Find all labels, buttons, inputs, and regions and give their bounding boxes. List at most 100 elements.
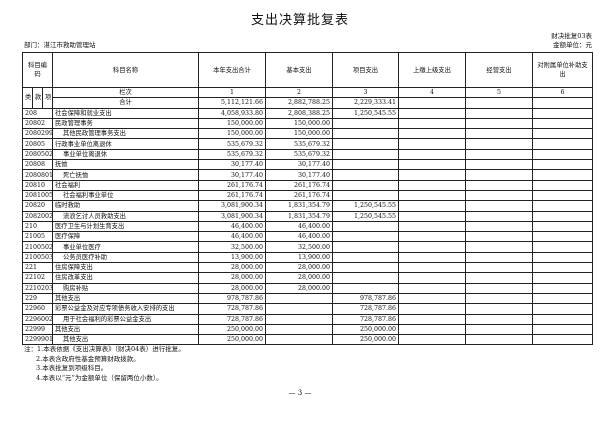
row-name: 医疗卫生与计划生育支出: [52, 220, 199, 233]
row-project: 728,787.86: [332, 303, 399, 315]
row-basic: 2,808,388.25: [265, 107, 333, 119]
header-total: 本年支出合计: [198, 52, 266, 88]
row-basic: 13,900.00: [265, 251, 333, 264]
header-operating: 经营支出: [465, 52, 533, 88]
row-operating: [465, 138, 533, 150]
row-upper: [398, 117, 466, 130]
col-no-6: 6: [532, 86, 593, 99]
row-project: [332, 241, 399, 253]
row-operating: [465, 303, 533, 315]
row-subsidy: [532, 262, 593, 274]
row-operating: [465, 220, 533, 233]
row-total: 978,787.86: [198, 292, 266, 305]
row-upper: [398, 231, 466, 243]
row-code: 22999: [22, 323, 53, 336]
row-upper: [398, 210, 466, 222]
row-basic: 32,500.00: [265, 241, 333, 253]
row-total: 728,787.86: [198, 303, 266, 315]
row-basic: 150,000.00: [265, 128, 333, 140]
table-row: 22102 住房改革支出 28,000.00 28,000.00: [22, 272, 593, 284]
row-subsidy: [532, 220, 593, 233]
row-subsidy: [532, 148, 593, 161]
row-basic: 1,831,354.79: [265, 210, 333, 222]
row-total: 32,500.00: [198, 241, 266, 253]
row-code: 2210203: [22, 282, 53, 294]
amount-unit: 金额单位：元: [553, 41, 592, 49]
row-project: [332, 189, 399, 202]
row-subsidy: [532, 292, 593, 305]
row-upper: [398, 282, 466, 294]
row-operating: [465, 159, 533, 171]
row-name: 彩票公益金及对应专项债务收入安排的支出: [52, 303, 199, 315]
row-project: [332, 262, 399, 274]
row-project: [332, 282, 399, 294]
row-total: 13,900.00: [198, 251, 266, 264]
row-code: 20808: [22, 159, 53, 171]
row-subsidy: [532, 179, 593, 191]
row-name: 公务员医疗补助: [52, 251, 199, 264]
row-upper: [398, 148, 466, 161]
row-basic: 28,000.00: [265, 282, 333, 294]
col-no-2: 2: [265, 86, 333, 99]
table-row: 2080502 事业单位离退休 535,679.32 535,679.32: [22, 148, 593, 161]
row-subsidy: [532, 138, 593, 150]
row-name: 临时救助: [52, 200, 199, 212]
row-basic: 261,176.74: [265, 189, 333, 202]
row-operating: [465, 262, 533, 274]
header-xiang: 项: [42, 87, 53, 109]
row-total: 261,176.74: [198, 189, 266, 202]
total-c5: [465, 97, 533, 109]
row-subsidy: [532, 313, 593, 325]
row-upper: [398, 159, 466, 171]
note-3: 3.本表批复到项级科目。: [36, 364, 108, 372]
row-operating: [465, 200, 533, 212]
row-total: 3,081,900.34: [198, 200, 266, 212]
row-code: 221: [22, 262, 53, 274]
row-upper: [398, 323, 466, 336]
row-code: 2100502: [22, 241, 53, 253]
row-subsidy: [532, 241, 593, 253]
row-project: 728,787.86: [332, 313, 399, 325]
table-row: 21005 医疗保障 46,400.00 46,400.00: [22, 231, 593, 243]
row-operating: [465, 179, 533, 191]
department: 部门：湛江市救助管理站: [24, 41, 96, 49]
row-subsidy: [532, 334, 593, 346]
row-basic: 46,400.00: [265, 231, 333, 243]
total-c6: [532, 97, 593, 109]
row-code: 208: [22, 107, 53, 119]
page-number: — 3 —: [288, 389, 312, 397]
row-basic: [265, 323, 333, 336]
row-upper: [398, 128, 466, 140]
row-total: 250,000.00: [198, 323, 266, 336]
row-total: 3,081,900.34: [198, 210, 266, 222]
row-name: 住房保障支出: [52, 262, 199, 274]
row-code: 2080299: [22, 128, 53, 140]
row-total: 30,177.40: [198, 169, 266, 181]
note-2: 2.本表含政府性基金预算财政拨款。: [36, 354, 140, 363]
row-name: 其他支出: [52, 323, 199, 336]
row-project: 1,250,545.55: [332, 200, 399, 212]
row-upper: [398, 262, 466, 274]
row-code: 2080502: [22, 148, 53, 161]
header-name: 科目名称: [52, 52, 199, 88]
row-subsidy: [532, 231, 593, 243]
row-name: 抚恤: [52, 159, 199, 171]
header-upper: 上缴上级支出: [398, 52, 466, 88]
row-subsidy: [532, 210, 593, 222]
row-basic: 28,000.00: [265, 272, 333, 284]
row-basic: 30,177.40: [265, 169, 333, 181]
row-upper: [398, 138, 466, 150]
row-upper: [398, 189, 466, 202]
row-code: 2082002: [22, 210, 53, 222]
row-upper: [398, 179, 466, 191]
note-1: 注：1.本表依据《支出决算表》（财决04表）进行批复。: [24, 345, 185, 353]
header-project: 项目支出: [332, 52, 399, 88]
row-upper: [398, 334, 466, 346]
row-total: 46,400.00: [198, 220, 266, 233]
row-operating: [465, 241, 533, 253]
row-code: 2081005: [22, 189, 53, 202]
row-upper: [398, 200, 466, 212]
row-name: 其他民政管理事务支出: [52, 128, 199, 140]
note-4: 4.本表以“元”为金额单位（保留两位小数）。: [36, 373, 163, 382]
table-row: 20802 民政管理事务 150,000.00 150,000.00: [22, 117, 593, 130]
